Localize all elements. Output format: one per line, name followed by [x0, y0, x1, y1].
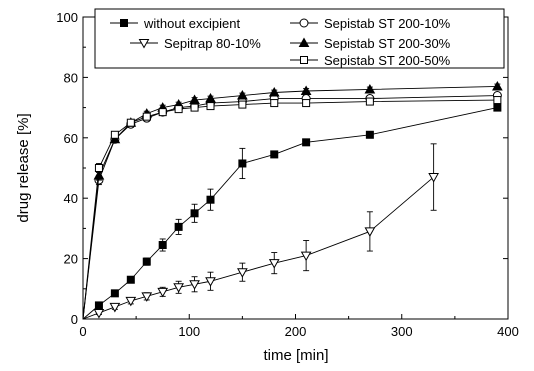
legend-item: Sepitrap 80-10% — [130, 36, 261, 51]
data-point — [158, 108, 167, 117]
data-point — [189, 280, 200, 290]
data-point — [302, 99, 311, 108]
data-point — [109, 302, 121, 313]
data-point — [300, 56, 308, 64]
x-tick-label: 0 — [79, 324, 86, 339]
data-point — [158, 241, 167, 250]
series-line — [82, 99, 498, 320]
data-point — [174, 222, 183, 231]
data-point — [94, 301, 103, 310]
data-point — [270, 99, 279, 108]
legend-label: Sepistab ST 200-50% — [324, 53, 451, 68]
data-point — [190, 103, 199, 112]
data-point — [493, 103, 502, 112]
legend-item: Sepistab ST 200-30% — [290, 36, 451, 51]
series-line — [82, 95, 498, 320]
data-point — [237, 90, 248, 100]
data-point — [238, 159, 247, 168]
legend-box — [94, 8, 505, 69]
legend-label: Sepistab ST 200-30% — [324, 36, 451, 51]
series-3 — [82, 91, 502, 320]
data-point — [110, 289, 119, 298]
y-tick-label: 80 — [64, 70, 78, 85]
y-tick-label: 100 — [56, 10, 78, 25]
data-point — [299, 18, 309, 28]
data-point — [206, 195, 215, 204]
data-point — [142, 112, 151, 121]
data-point — [142, 257, 151, 266]
data-point — [205, 277, 216, 287]
series-2 — [82, 143, 439, 320]
data-point — [190, 209, 199, 218]
legend-item: without excipient — [110, 16, 240, 31]
data-point — [428, 173, 439, 183]
data-point — [270, 150, 279, 159]
legend-item: Sepistab ST 200-10% — [290, 16, 451, 31]
legend-label: Sepistab ST 200-10% — [324, 16, 451, 31]
data-point — [365, 130, 374, 139]
data-point — [300, 85, 312, 95]
data-point — [173, 283, 184, 293]
data-point — [189, 94, 200, 105]
data-point — [93, 170, 105, 180]
data-point — [110, 130, 119, 139]
y-tick-label: 40 — [64, 191, 78, 206]
data-point — [364, 227, 376, 237]
data-point — [93, 308, 105, 319]
data-point — [300, 251, 312, 262]
series-5 — [82, 96, 502, 320]
legend-label: Sepitrap 80-10% — [164, 36, 261, 51]
x-tick-label: 200 — [285, 324, 307, 339]
x-tick-label: 100 — [178, 324, 200, 339]
data-point — [120, 19, 128, 27]
data-point — [138, 39, 150, 49]
data-point — [141, 292, 153, 302]
series-layer — [82, 80, 503, 320]
data-point — [237, 268, 248, 278]
data-point — [206, 102, 215, 111]
legend-item: Sepistab ST 200-50% — [290, 53, 451, 68]
legend: without excipient Sepistab ST 200-10% Sepi… — [94, 8, 505, 69]
data-point — [94, 164, 103, 172]
x-tick-label: 300 — [391, 324, 413, 339]
series-line — [82, 107, 498, 320]
data-point — [492, 80, 503, 91]
data-point — [493, 96, 502, 105]
data-point — [365, 97, 374, 106]
y-tick-label: 60 — [64, 131, 78, 146]
y-tick-label: 20 — [64, 252, 78, 267]
data-point — [125, 296, 137, 307]
x-axis-label: time [min] — [263, 347, 328, 364]
x-tick-label: 400 — [497, 324, 519, 339]
data-point — [268, 86, 280, 97]
data-point — [298, 37, 310, 47]
x-axis: 0 100 200 300 400 — [79, 17, 519, 339]
data-point — [268, 259, 280, 269]
y-tick-label: 0 — [71, 312, 78, 327]
y-axis: 0 20 40 60 80 100 — [56, 10, 508, 327]
y-axis-label: drug release [%] — [15, 113, 32, 222]
series-1 — [82, 103, 502, 320]
data-point — [126, 275, 135, 284]
data-point — [238, 100, 247, 109]
data-point — [126, 118, 135, 127]
legend-label: without excipient — [143, 16, 240, 31]
data-point — [205, 93, 216, 103]
data-point — [364, 83, 376, 94]
data-point — [157, 287, 169, 298]
data-point — [302, 138, 311, 147]
data-point — [174, 105, 183, 114]
